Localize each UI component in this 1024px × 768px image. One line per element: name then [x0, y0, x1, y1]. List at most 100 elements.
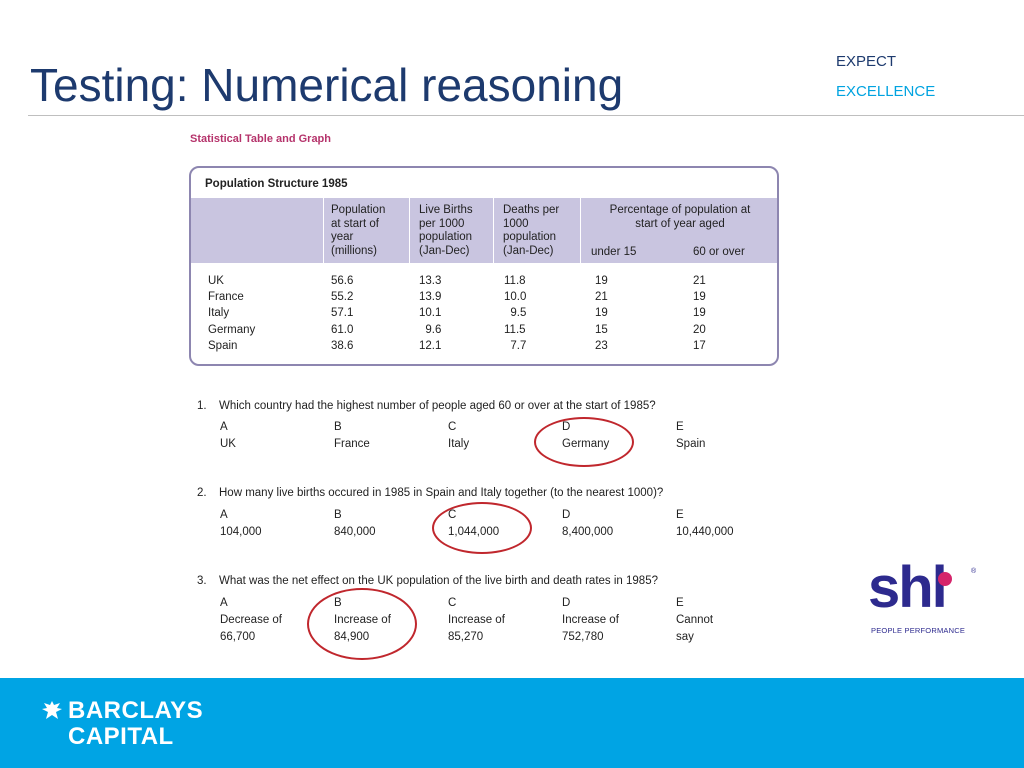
option-text: 66,700	[220, 631, 256, 643]
table-cell: Germany	[208, 323, 256, 336]
table-cell: 61.0	[331, 323, 354, 336]
table-cell: 9.6	[419, 323, 442, 336]
table-cell: 13.9	[419, 291, 442, 304]
option-letter: D	[562, 597, 571, 609]
question-2-option-e[interactable]: E 10,440,000	[676, 507, 734, 541]
population-table: Population Structure 1985 Population at …	[189, 166, 779, 366]
question-2-option-a[interactable]: A 104,000	[220, 507, 262, 541]
table-cell: 11.5	[504, 323, 526, 336]
table-cell: Italy	[208, 307, 230, 320]
option-letter: A	[220, 421, 228, 433]
column-deaths: 11.8 10.0 9.5 11.5 7.7	[504, 273, 526, 354]
header-deaths: Deaths per 1000 population (Jan-Dec)	[503, 204, 560, 257]
eagle-icon	[42, 701, 62, 719]
option-text: Decrease of	[220, 614, 283, 626]
table-cell: 21	[693, 275, 706, 287]
question-3: 3. What was the net effect on the UK popu…	[197, 575, 658, 587]
option-letter: C	[448, 421, 457, 433]
header-live-births: Live Births per 1000 population (Jan-Dec…	[419, 204, 473, 257]
column-countries: UK France Italy Germany Spain	[208, 273, 255, 354]
option-letter: C	[448, 597, 457, 609]
table-cell: 7.7	[504, 339, 527, 352]
column-divider	[409, 198, 410, 364]
question-3-option-c[interactable]: C Increase of 85,270	[448, 595, 505, 646]
table-cell: 19	[693, 291, 706, 304]
question-text: How many live births occured in 1985 in …	[219, 487, 664, 499]
content-panel: Statistical Table and Graph Population S…	[185, 123, 787, 660]
option-text: 85,270	[448, 631, 484, 643]
column-divider	[580, 198, 581, 364]
table-cell: 13.3	[419, 275, 442, 287]
table-cell: Spain	[208, 339, 238, 352]
slide-title: Testing: Numerical reasoning	[30, 59, 624, 111]
tagline: EXPECT EXCELLENCE	[836, 47, 935, 107]
option-letter: B	[334, 509, 342, 521]
option-letter: A	[220, 597, 228, 609]
table-cell: 55.2	[331, 291, 354, 304]
option-text: 8,400,000	[562, 526, 614, 538]
header-divider	[28, 115, 1024, 116]
capital-wordmark: CAPITAL	[68, 723, 174, 750]
option-text: say	[676, 631, 694, 643]
header-percentage: Percentage of population at start of yea…	[609, 204, 751, 230]
table-cell: 19	[693, 307, 706, 320]
shl-dot	[938, 572, 952, 586]
question-3-option-a[interactable]: A Decrease of 66,700	[220, 595, 282, 646]
shl-wordmark: shl	[868, 555, 948, 620]
question-3-option-e[interactable]: E Cannot say	[676, 595, 713, 646]
shl-tagline: PEOPLE PERFORMANCE	[871, 626, 966, 635]
option-text: 840,000	[334, 526, 376, 538]
option-text: Italy	[448, 438, 470, 450]
header-under-15: under 15	[591, 246, 637, 258]
option-text: UK	[220, 438, 236, 450]
column-divider	[323, 198, 324, 364]
question-1-option-b[interactable]: B France	[334, 419, 370, 453]
table-cell: 11.8	[504, 275, 526, 287]
option-letter: E	[676, 509, 684, 521]
table-cell: 20	[693, 323, 706, 336]
answer-circle	[534, 417, 634, 467]
header-60-or-over: 60 or over	[693, 246, 745, 258]
table-cell: 12.1	[419, 339, 442, 352]
question-1-option-c[interactable]: C Italy	[448, 419, 469, 453]
option-text: Cannot	[676, 614, 714, 626]
answer-circle	[307, 588, 417, 660]
option-text: 104,000	[220, 526, 262, 538]
table-title: Population Structure 1985	[205, 178, 348, 190]
table-cell: UK	[208, 275, 224, 287]
option-text: 752,780	[562, 631, 604, 643]
question-2-option-d[interactable]: D 8,400,000	[562, 507, 613, 541]
table-header-row	[191, 198, 777, 263]
question-2-option-b[interactable]: B 840,000	[334, 507, 376, 541]
option-letter: B	[334, 421, 342, 433]
table-cell: 15	[595, 323, 608, 336]
question-text: Which country had the highest number of …	[219, 400, 656, 412]
question-number: 1.	[197, 400, 207, 412]
section-heading: Statistical Table and Graph	[190, 133, 331, 145]
option-text: Spain	[676, 438, 706, 450]
question-3-option-d[interactable]: D Increase of 752,780	[562, 595, 619, 646]
shl-logo: shl ® PEOPLE PERFORMANCE	[868, 555, 978, 638]
table-cell: France	[208, 291, 244, 304]
question-2: 2. How many live births occured in 1985 i…	[197, 487, 663, 499]
table-cell: 10.1	[419, 307, 442, 320]
question-1-option-a[interactable]: A UK	[220, 419, 236, 453]
table-cell: 57.1	[331, 307, 354, 320]
question-1-option-e[interactable]: E Spain	[676, 419, 705, 453]
table-cell: 9.5	[504, 307, 527, 320]
table-cell: 17	[693, 339, 706, 352]
table-cell: 19	[595, 275, 608, 287]
option-letter: E	[676, 597, 684, 609]
option-letter: A	[220, 509, 228, 521]
footer-band: BARCLAYS CAPITAL	[0, 678, 1024, 768]
option-letter: D	[562, 509, 571, 521]
question-text: What was the net effect on the UK popula…	[219, 575, 658, 587]
table-cell: 38.6	[331, 339, 354, 352]
table-cell: 21	[595, 291, 608, 304]
column-divider	[680, 263, 681, 364]
answer-circle	[432, 502, 532, 554]
option-text: France	[334, 438, 370, 450]
table-cell: 23	[595, 339, 608, 352]
column-population: 56.6 55.2 57.1 61.0 38.6	[331, 273, 353, 354]
header-population: Population at start of year (millions)	[331, 204, 386, 257]
